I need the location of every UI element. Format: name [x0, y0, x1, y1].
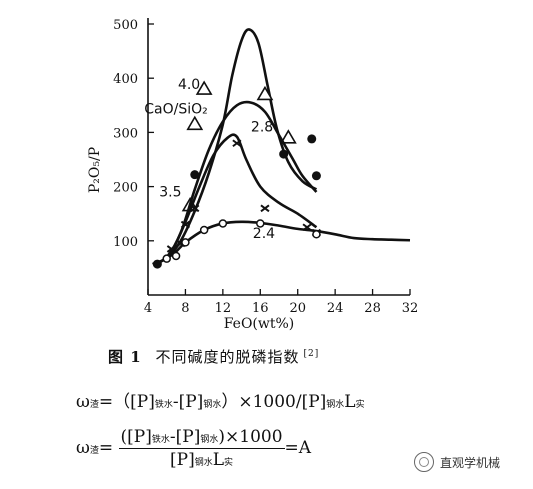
- x-tick-label: 28: [364, 301, 381, 316]
- point-2-4: [171, 251, 181, 261]
- point-3-5: [311, 171, 321, 181]
- point-2-4: [312, 230, 321, 239]
- plot-area: 4 8 12 16 20 24 28 32 100 200 300 400 500 FeO(wt%) P₂O…: [87, 18, 418, 332]
- series-label-3_5: 3.5: [159, 184, 181, 200]
- f1-L: L: [344, 392, 356, 412]
- f1-p1-sub: 铁水: [154, 400, 173, 410]
- x-tick-label: 8: [181, 301, 189, 316]
- series-label-2_8: 2.8: [251, 119, 273, 135]
- point-4-0: [279, 129, 297, 144]
- point-2-4: [181, 238, 190, 247]
- x-tick-label: 32: [402, 301, 419, 316]
- point-4-0: [256, 85, 274, 101]
- formula-line-2: ω渣= ([P]铁水-[P]钢水)×1000 [P]钢水L实 =A: [76, 427, 311, 470]
- f1-p3: [P]: [301, 392, 327, 412]
- f1-p2: [P]: [178, 392, 204, 412]
- x-tick-label: 12: [215, 301, 232, 316]
- x-tick-label: 4: [144, 301, 152, 316]
- f1-p1: [P]: [130, 392, 155, 412]
- f2-num-sub1: 铁水: [151, 435, 170, 445]
- caption-figure-number: 图 1: [108, 348, 142, 366]
- f2-omega-sub: 渣: [89, 446, 99, 456]
- series-line-2-4: [165, 220, 411, 260]
- point-2-8: [180, 220, 191, 229]
- point-2-8: [260, 204, 270, 213]
- f2-result: =A: [284, 438, 312, 458]
- f2-num-open: ([P]: [120, 427, 152, 447]
- x-tick-label: 24: [327, 301, 344, 316]
- y-tick-label: 100: [113, 235, 138, 250]
- watermark: 直观学机械: [414, 452, 500, 472]
- f2-den-sub1: 钢水: [194, 458, 213, 468]
- x-tick-label: 20: [289, 301, 306, 316]
- x-tick-label: 16: [252, 301, 269, 316]
- point-3-5: [190, 170, 200, 180]
- y-tick-label: 300: [113, 126, 138, 141]
- f2-denominator: [P]钢水L实: [119, 449, 285, 470]
- caption-reference: [2]: [303, 349, 320, 359]
- point-2-8: [190, 204, 200, 213]
- x-axis-label: FeO(wt%): [224, 316, 295, 332]
- point-2-4: [199, 225, 209, 235]
- y-tick-label: 400: [113, 72, 138, 87]
- series-label-2_4: 2.4: [253, 226, 275, 242]
- y-tick-label: 200: [113, 181, 138, 196]
- series-label-4_0: 4.0: [178, 77, 200, 93]
- f2-omega: ω: [76, 438, 90, 458]
- f1-omega-sub: 渣: [89, 400, 99, 410]
- f1-L-sub: 实: [355, 400, 365, 410]
- f2-den-sub2: 实: [224, 458, 234, 468]
- f1-p2-sub: 钢水: [203, 400, 222, 410]
- f1-eq: =（: [98, 392, 131, 412]
- point-2-8: [232, 139, 242, 148]
- f2-num-sub2: 钢水: [200, 435, 219, 445]
- f2-num-close: )×1000: [218, 427, 283, 447]
- point-2-8: [166, 245, 176, 253]
- f2-eq: =: [98, 438, 114, 458]
- point-2-4: [162, 254, 171, 263]
- point-2-4: [218, 219, 228, 228]
- f1-tail: ）×1000/: [221, 392, 302, 412]
- figure-caption: 图 1 不同碱度的脱磷指数 [2]: [108, 346, 319, 367]
- watermark-text: 直观学机械: [440, 455, 501, 470]
- f1-p3-sub: 钢水: [326, 400, 345, 410]
- caption-title: 不同碱度的脱磷指数: [155, 348, 300, 366]
- y-tick-label: 500: [113, 18, 138, 33]
- point-3-5: [279, 149, 289, 159]
- y-axis-label: P₂O₅/P: [87, 147, 103, 193]
- f2-num-mid: -[P]: [169, 427, 201, 447]
- legend-title: CaO/SiO₂: [144, 101, 208, 117]
- f2-den-p: [P]: [170, 450, 195, 470]
- f2-numerator: ([P]铁水-[P]钢水)×1000: [118, 427, 285, 449]
- point-2-4: [256, 219, 265, 228]
- point-4-0: [186, 115, 204, 131]
- f1-omega: ω: [76, 392, 90, 412]
- point-4-0: [195, 80, 213, 95]
- f2-den-L: L: [212, 450, 225, 470]
- f1-dash: -: [172, 392, 179, 412]
- point-3-5: [307, 134, 317, 144]
- f2-fraction: ([P]铁水-[P]钢水)×1000 [P]钢水L实: [118, 427, 285, 470]
- formula-line-1: ω渣=（[P]铁水-[P]钢水）×1000/[P]钢水L实: [76, 387, 365, 412]
- watermark-logo-icon: [414, 452, 434, 472]
